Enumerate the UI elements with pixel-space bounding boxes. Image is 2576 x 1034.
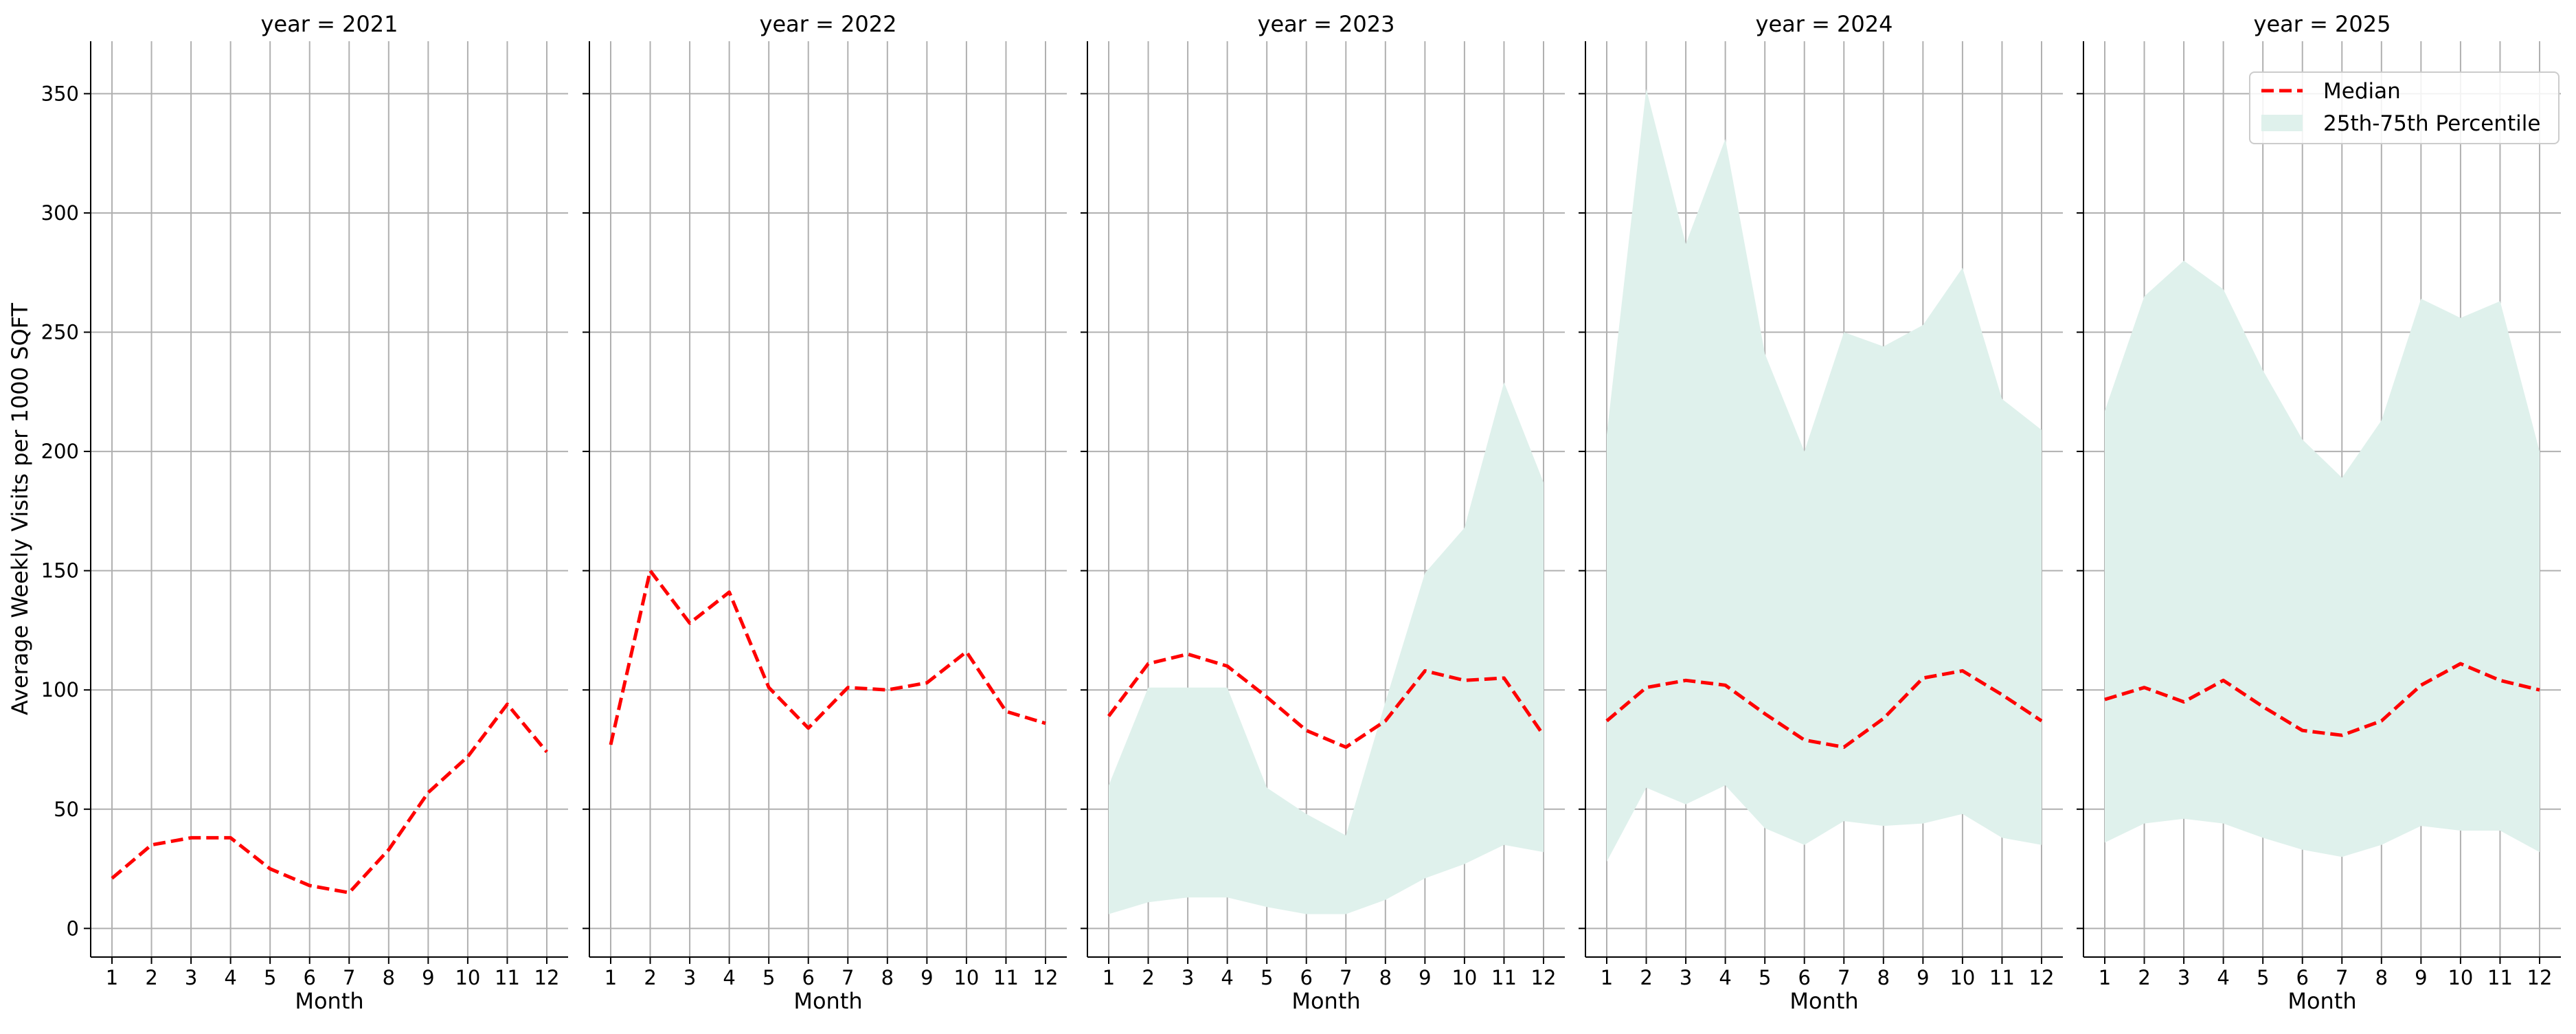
panel-title: year = 2023 xyxy=(1258,11,1395,37)
x-tick-label: 11 xyxy=(1491,966,1517,989)
x-tick-label: 8 xyxy=(2375,966,2388,989)
x-tick-label: 1 xyxy=(1103,966,1115,989)
panel-title: year = 2021 xyxy=(261,11,398,37)
x-tick-label: 7 xyxy=(1838,966,1850,989)
x-tick-label: 1 xyxy=(1601,966,1613,989)
x-tick-label: 3 xyxy=(1680,966,1692,989)
percentile-band xyxy=(1109,382,1544,914)
panel-title: year = 2025 xyxy=(2254,11,2391,37)
x-tick-label: 11 xyxy=(495,966,520,989)
y-axis-label: Average Weekly Visits per 1000 SQFT xyxy=(7,302,33,715)
x-tick-label: 3 xyxy=(683,966,696,989)
x-tick-label: 11 xyxy=(2487,966,2513,989)
x-tick-label: 7 xyxy=(1340,966,1352,989)
x-tick-label: 9 xyxy=(920,966,933,989)
x-tick-label: 12 xyxy=(1033,966,1059,989)
x-tick-label: 9 xyxy=(1419,966,1431,989)
x-tick-label: 1 xyxy=(605,966,617,989)
x-tick-label: 5 xyxy=(2257,966,2269,989)
x-axis-label: Month xyxy=(2287,988,2356,1014)
x-tick-label: 4 xyxy=(1221,966,1233,989)
x-tick-label: 10 xyxy=(1451,966,1477,989)
x-tick-label: 5 xyxy=(1261,966,1273,989)
x-tick-label: 4 xyxy=(723,966,735,989)
x-tick-label: 2 xyxy=(644,966,656,989)
x-tick-label: 2 xyxy=(2138,966,2150,989)
x-tick-label: 11 xyxy=(993,966,1019,989)
x-tick-label: 6 xyxy=(1798,966,1811,989)
x-tick-label: 8 xyxy=(383,966,395,989)
x-tick-label: 8 xyxy=(1877,966,1890,989)
x-tick-label: 3 xyxy=(1182,966,1194,989)
x-tick-label: 9 xyxy=(422,966,434,989)
x-axis-label: Month xyxy=(1291,988,1360,1014)
x-axis-label: Month xyxy=(1789,988,1858,1014)
x-tick-label: 4 xyxy=(224,966,236,989)
x-tick-label: 4 xyxy=(2217,966,2229,989)
x-tick-label: 7 xyxy=(2336,966,2348,989)
x-tick-label: 9 xyxy=(2415,966,2427,989)
y-tick-label: 300 xyxy=(41,201,79,225)
x-tick-label: 6 xyxy=(1300,966,1313,989)
y-tick-label: 200 xyxy=(41,440,79,463)
x-tick-label: 5 xyxy=(1759,966,1771,989)
x-tick-label: 10 xyxy=(2448,966,2473,989)
x-tick-label: 2 xyxy=(1640,966,1652,989)
legend-median-label: Median xyxy=(2323,79,2401,104)
facet-panel-1: 1 2 3 4 5 6 7 8 9 10 11 12050100150200250300350year… xyxy=(41,11,568,1014)
x-tick-label: 11 xyxy=(1989,966,2015,989)
x-tick-label: 1 xyxy=(106,966,118,989)
x-tick-label: 1 xyxy=(2099,966,2111,989)
median-line xyxy=(1605,668,2043,749)
x-axis-label: Month xyxy=(793,988,862,1014)
x-tick-label: 7 xyxy=(841,966,854,989)
x-tick-label: 3 xyxy=(2178,966,2190,989)
y-tick-label: 0 xyxy=(67,917,79,940)
legend-box xyxy=(2249,71,2560,144)
x-tick-label: 9 xyxy=(1917,966,1929,989)
x-tick-label: 6 xyxy=(304,966,316,989)
median-line xyxy=(111,702,548,895)
x-tick-label: 10 xyxy=(953,966,979,989)
x-tick-label: 8 xyxy=(881,966,894,989)
median-line xyxy=(1107,652,1546,749)
x-tick-label: 6 xyxy=(2296,966,2309,989)
x-tick-label: 4 xyxy=(1719,966,1731,989)
x-tick-label: 2 xyxy=(145,966,157,989)
y-tick-label: 50 xyxy=(54,798,79,821)
x-tick-label: 10 xyxy=(455,966,480,989)
y-tick-label: 100 xyxy=(41,678,79,701)
x-tick-label: 2 xyxy=(1142,966,1154,989)
x-axis-label: Month xyxy=(295,988,363,1014)
legend: Median 25th-75th Percentile xyxy=(2249,71,2560,144)
median-line xyxy=(2104,662,2540,737)
median-line xyxy=(609,569,1046,745)
x-tick-label: 12 xyxy=(2029,966,2055,989)
x-tick-label: 8 xyxy=(1379,966,1392,989)
percentile-band xyxy=(2105,260,2540,857)
x-tick-label: 3 xyxy=(185,966,197,989)
panel-title: year = 2024 xyxy=(1756,11,1893,37)
y-tick-label: 350 xyxy=(41,82,79,105)
x-tick-label: 6 xyxy=(802,966,815,989)
x-tick-label: 12 xyxy=(1531,966,1557,989)
x-tick-label: 10 xyxy=(1950,966,1975,989)
x-tick-label: 7 xyxy=(343,966,355,989)
y-tick-label: 250 xyxy=(41,321,79,344)
x-tick-label: 12 xyxy=(534,966,560,989)
percentile-band xyxy=(1607,89,2042,862)
panel-title: year = 2022 xyxy=(760,11,897,37)
legend-band-label: 25th-75th Percentile xyxy=(2323,111,2540,136)
x-tick-label: 5 xyxy=(264,966,276,989)
x-tick-label: 5 xyxy=(762,966,775,989)
legend-band-swatch xyxy=(2261,115,2303,131)
y-tick-label: 150 xyxy=(41,559,79,583)
x-tick-label: 12 xyxy=(2527,966,2553,989)
